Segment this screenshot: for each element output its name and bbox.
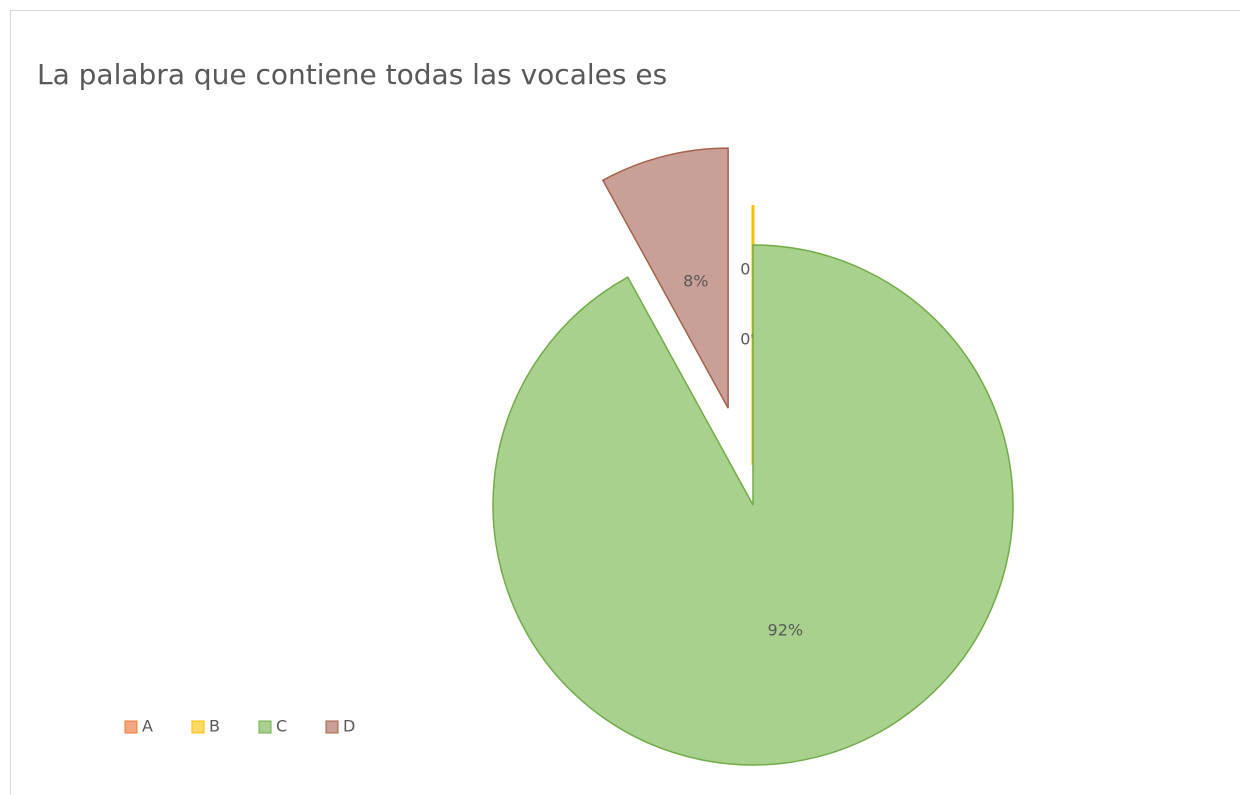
legend-label: C [276,717,287,736]
data-label: 8% [683,272,708,291]
data-label: 92% [768,620,804,639]
legend-swatch [325,720,339,734]
pie-slice [492,244,1014,766]
legend-label: D [343,717,355,736]
chart-title: La palabra que contiene todas las vocale… [37,58,667,91]
legend-label: A [142,717,153,736]
legend-swatch [191,720,205,734]
pie-slice [601,147,729,409]
legend-label: B [209,717,220,736]
legend-swatch [124,720,138,734]
legend-swatch [258,720,272,734]
